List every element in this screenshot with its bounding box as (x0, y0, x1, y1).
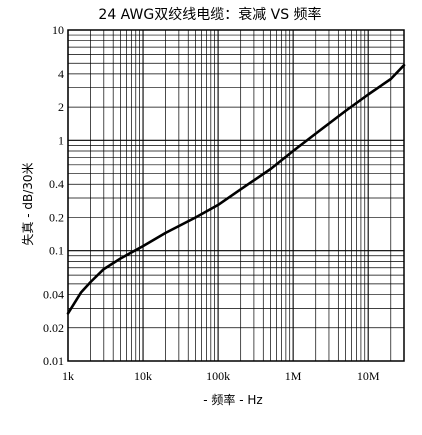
y-tick-label: 0.2 (49, 210, 64, 224)
y-tick-label: 0.04 (43, 288, 64, 302)
x-tick-label: 10k (134, 369, 152, 383)
x-tick-labels: 1k 10k 100k 1M 10M (62, 369, 380, 383)
y-tick-label: 1 (58, 133, 64, 147)
y-tick-label: 4 (58, 67, 64, 81)
x-tick-label: 1M (285, 369, 302, 383)
y-tick-labels: 0.01 0.02 0.04 0.1 0.2 0.4 1 2 4 10 (43, 23, 64, 368)
y-tick-label: 10 (52, 23, 64, 37)
y-tick-label: 0.02 (43, 321, 64, 335)
x-tick-label: 100k (206, 369, 230, 383)
x-tick-label: 1k (62, 369, 74, 383)
y-tick-label: 0.4 (49, 177, 64, 191)
x-tick-label: 10M (357, 369, 380, 383)
x-axis-label: - 频率 - Hz (203, 392, 262, 407)
y-axis-label: 失真 - dB/30米 (20, 162, 35, 245)
y-tick-label: 0.01 (43, 354, 64, 368)
y-tick-label: 0.1 (49, 244, 64, 258)
plot-frame (67, 29, 405, 362)
y-tick-label: 2 (58, 100, 64, 114)
chart-title: 24 AWG双绞线电缆：衰减 VS 频率 (98, 6, 321, 23)
attenuation-series-line (66, 63, 406, 315)
grid-lines (67, 29, 405, 362)
